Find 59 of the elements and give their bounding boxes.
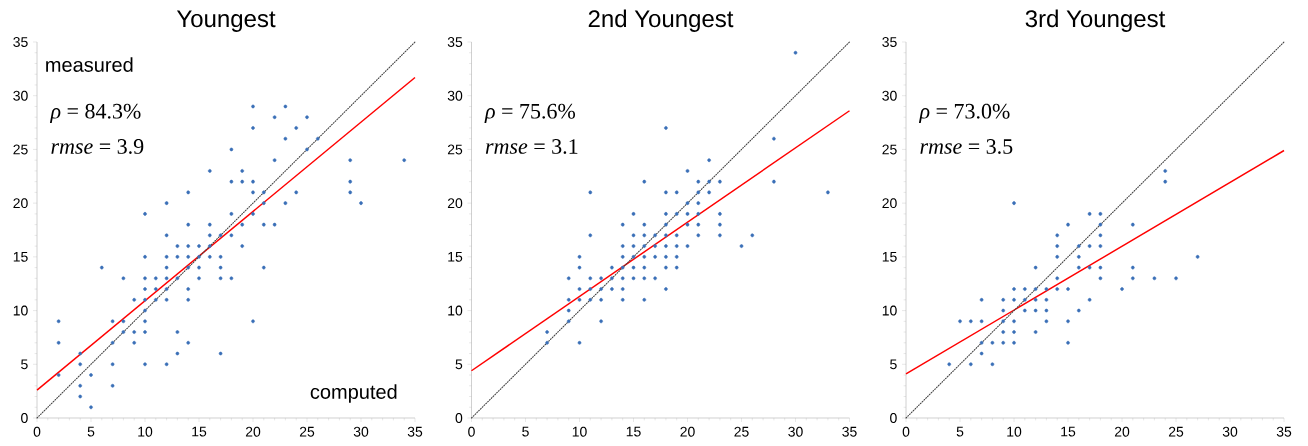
y-tick-label: 20 bbox=[13, 198, 28, 209]
chart-title: 3rd Youngest bbox=[1025, 9, 1166, 32]
x-tick-label: 10 bbox=[572, 426, 587, 437]
x-tick-label: 5 bbox=[522, 426, 529, 437]
y-tick-label: 35 bbox=[882, 37, 897, 47]
x-tick-label: 10 bbox=[1007, 426, 1022, 437]
x-tick-label: 20 bbox=[1114, 426, 1130, 437]
x-tick-label: 30 bbox=[353, 426, 369, 437]
y-tick-label: 25 bbox=[882, 144, 897, 155]
y-tick-label: 0 bbox=[890, 413, 897, 423]
y-tick-label: 15 bbox=[448, 251, 463, 262]
x-tick-label: 35 bbox=[1276, 426, 1292, 437]
y-tick-label: 10 bbox=[882, 305, 897, 316]
x-tick-label: 35 bbox=[842, 426, 857, 437]
y-tick-label: 5 bbox=[890, 359, 897, 370]
y-tick-label: 25 bbox=[13, 144, 28, 155]
chart-title: 2nd Youngest bbox=[588, 9, 734, 32]
y-tick-label: 15 bbox=[882, 251, 897, 262]
y-tick-label: 10 bbox=[448, 305, 463, 316]
x-tick-label: 5 bbox=[956, 426, 964, 437]
y-tick-label: 30 bbox=[447, 90, 463, 101]
y-tick-label: 20 bbox=[447, 198, 463, 209]
y-tick-label: 0 bbox=[455, 413, 463, 423]
y-tick-label: 35 bbox=[447, 37, 463, 47]
y-tick-label: 30 bbox=[882, 90, 897, 101]
annotation: ρ = 75.6% bbox=[484, 103, 576, 124]
annotation: ρ = 84.3% bbox=[49, 103, 141, 124]
annotation: ρ = 73.0% bbox=[918, 103, 1010, 124]
x-tick-label: 20 bbox=[245, 426, 261, 437]
y-tick-label: 0 bbox=[21, 413, 28, 423]
x-tick-label: 10 bbox=[138, 426, 153, 437]
x-tick-label: 25 bbox=[299, 426, 315, 437]
x-axis-title: computed bbox=[310, 384, 397, 403]
x-tick-label: 5 bbox=[87, 426, 95, 437]
y-tick-label: 35 bbox=[13, 37, 28, 47]
x-tick-label: 0 bbox=[902, 426, 910, 437]
annotation: rmse = 3.9 bbox=[51, 139, 144, 154]
x-tick-label: 15 bbox=[626, 426, 641, 437]
y-tick-label: 15 bbox=[13, 251, 28, 262]
x-tick-label: 15 bbox=[1061, 426, 1076, 437]
chart-title: Youngest bbox=[176, 10, 276, 32]
annotation: rmse = 3.5 bbox=[920, 139, 1013, 154]
x-tick-label: 30 bbox=[1222, 426, 1238, 437]
x-tick-label: 35 bbox=[407, 426, 423, 437]
x-tick-label: 20 bbox=[680, 426, 695, 437]
annotation: rmse = 3.1 bbox=[485, 139, 578, 154]
x-tick-label: 0 bbox=[468, 426, 475, 437]
y-tick-label: 10 bbox=[13, 305, 28, 316]
x-tick-label: 30 bbox=[788, 426, 803, 437]
y-tick-label: 5 bbox=[455, 359, 463, 370]
y-tick-label: 5 bbox=[21, 359, 28, 370]
x-tick-label: 25 bbox=[734, 426, 749, 437]
y-tick-label: 30 bbox=[13, 90, 28, 101]
y-tick-label: 20 bbox=[882, 198, 897, 209]
x-tick-label: 15 bbox=[192, 426, 207, 437]
x-tick-label: 25 bbox=[1168, 426, 1184, 437]
x-tick-label: 0 bbox=[33, 426, 41, 437]
y-axis-title: measured bbox=[46, 57, 133, 72]
y-tick-label: 25 bbox=[447, 144, 463, 155]
